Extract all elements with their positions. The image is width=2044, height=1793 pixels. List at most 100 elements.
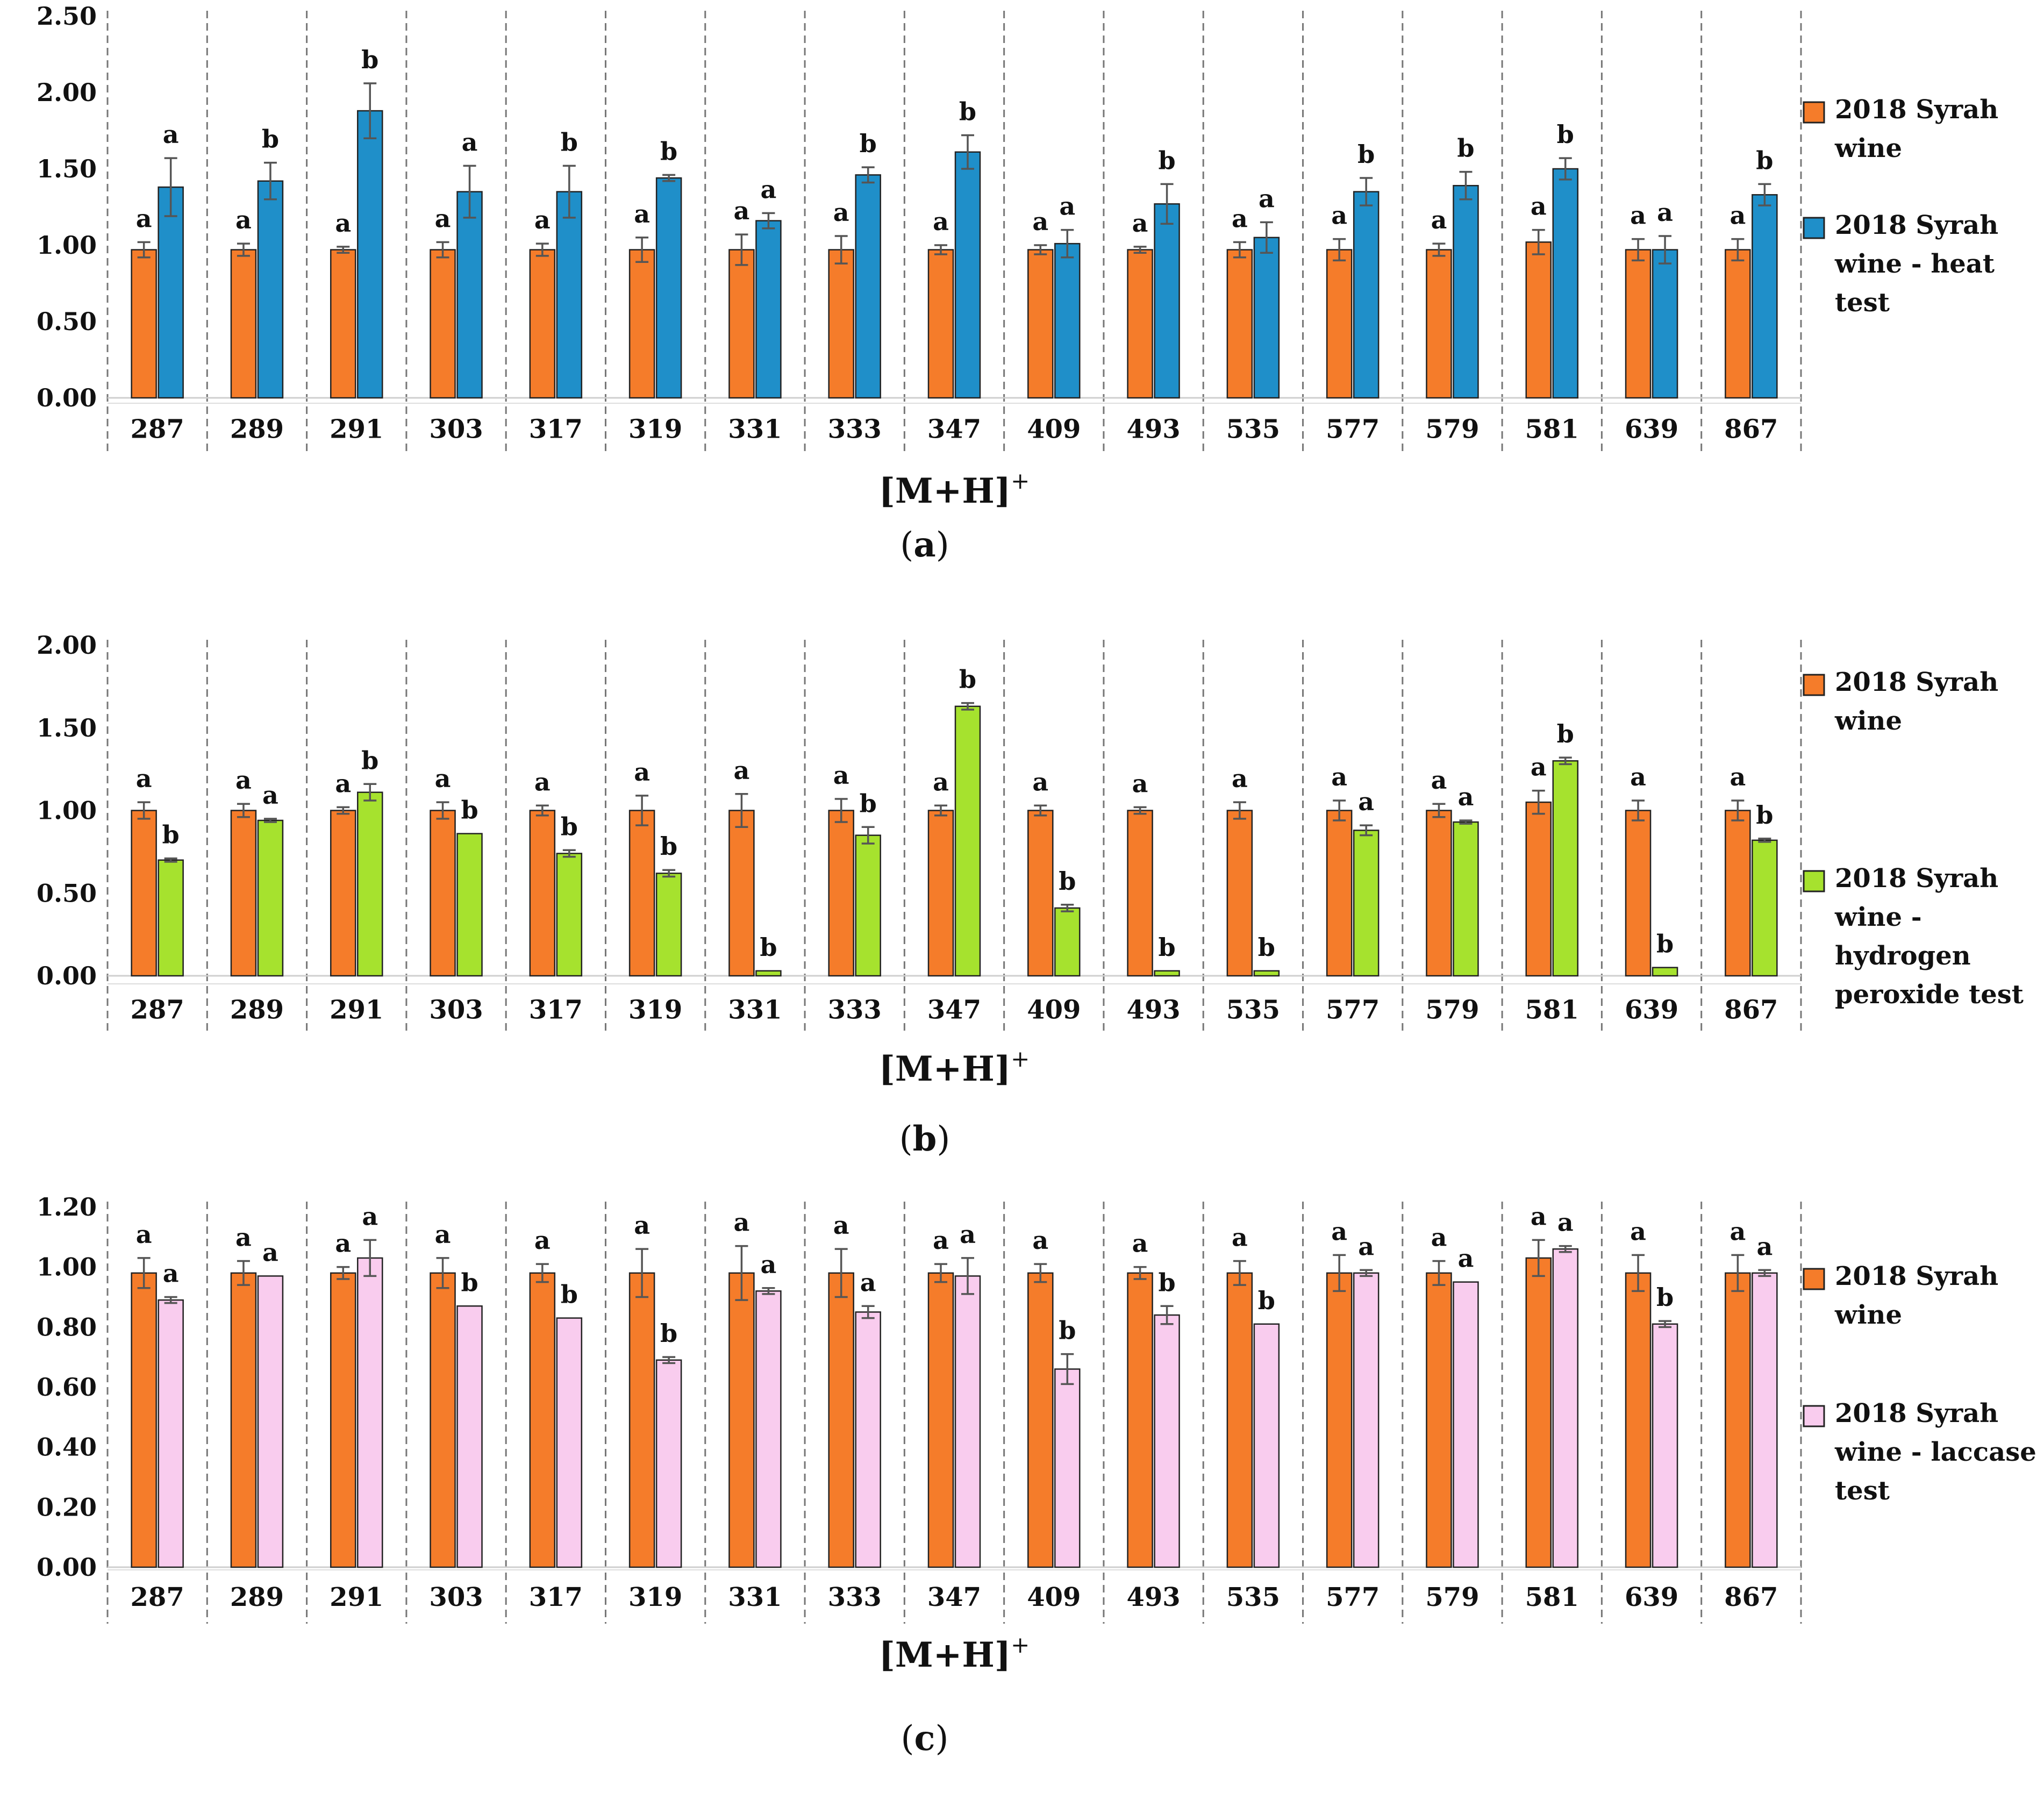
legend-label: wine xyxy=(1834,133,1902,163)
significance-letter: a xyxy=(335,209,351,238)
bar-test xyxy=(1752,839,1778,977)
bar-control xyxy=(330,810,356,977)
x-tick-label: 639 xyxy=(1625,995,1678,1025)
significance-letter: b xyxy=(561,127,578,156)
x-tick-label: 577 xyxy=(1326,415,1380,445)
bar-control xyxy=(430,1272,456,1568)
bar-control xyxy=(131,249,157,399)
significance-letter: b xyxy=(1059,1316,1076,1345)
panel-a: 0.000.501.001.502.002.50a a a a a a a a a a a a a a a a… xyxy=(37,2,1998,565)
bar-control xyxy=(728,249,755,399)
significance-letter: b xyxy=(1357,140,1375,169)
bar-test xyxy=(1552,760,1579,977)
significance-letter: a xyxy=(262,781,278,810)
legend-swatch xyxy=(1803,1268,1825,1290)
significance-letter: a xyxy=(1531,753,1547,782)
x-tick-label: 287 xyxy=(131,995,184,1025)
bar-control xyxy=(1027,810,1054,977)
bar-control xyxy=(1127,1272,1153,1568)
significance-letter: a xyxy=(634,1211,650,1240)
significance-letter: a xyxy=(1358,1232,1374,1261)
panel-b: 0.000.501.001.502.00a a a a a a a a a a a a a a a a abab… xyxy=(37,631,2024,1159)
x-axis-label-text: [M+H] xyxy=(879,1635,1011,1675)
significance-letter: a xyxy=(1259,184,1275,213)
x-tick-label: 331 xyxy=(728,1582,782,1612)
significance-letter: a xyxy=(435,1220,451,1249)
bar-control xyxy=(1426,1272,1452,1568)
x-tick-label: 493 xyxy=(1126,415,1180,445)
y-tick-label: 1.20 xyxy=(37,1192,97,1221)
significance-letter: b xyxy=(860,789,877,818)
legend-label: 2018 Syrah xyxy=(1835,1398,1998,1428)
y-tick-label: 1.50 xyxy=(37,154,97,183)
bar-test xyxy=(655,177,682,399)
significance-letter: a xyxy=(235,1223,252,1252)
x-tick-label: 289 xyxy=(230,1582,284,1612)
bar-test xyxy=(257,180,284,399)
significance-letter: b xyxy=(1756,801,1773,830)
significance-letter: b xyxy=(959,665,976,694)
x-tick-label: 535 xyxy=(1226,415,1280,445)
bar-control xyxy=(131,810,157,977)
significance-letter: a xyxy=(462,127,478,156)
bar-test xyxy=(456,833,483,977)
bar-test xyxy=(1353,191,1380,399)
bar-test xyxy=(1054,907,1081,977)
legend-label: wine - heat xyxy=(1834,249,1995,279)
x-tick-label: 287 xyxy=(131,415,184,445)
x-tick-label: 319 xyxy=(628,415,682,445)
bar-control xyxy=(230,1272,257,1568)
significance-letter: b xyxy=(1756,146,1773,175)
x-tick-label: 409 xyxy=(1027,1582,1081,1612)
x-tick-label: 347 xyxy=(927,415,981,445)
significance-letter: a xyxy=(534,767,551,796)
caption-letter: c xyxy=(914,1718,935,1759)
significance-letter: a xyxy=(1630,201,1646,230)
significance-letter: a xyxy=(1729,201,1746,230)
bar-control xyxy=(728,810,755,977)
x-tick-label: 317 xyxy=(529,415,583,445)
significance-letter: a xyxy=(933,767,949,796)
bar-test xyxy=(356,1257,383,1568)
significance-letter: a xyxy=(136,764,152,793)
significance-letter: b xyxy=(361,746,378,775)
significance-letter: a xyxy=(1531,192,1547,221)
bar-control xyxy=(330,249,356,399)
bar-test xyxy=(954,705,981,977)
significance-letter: a xyxy=(136,1220,152,1249)
legend-label: 2018 Syrah xyxy=(1835,210,1998,240)
bar-test xyxy=(356,110,383,399)
x-tick-label: 577 xyxy=(1326,1582,1380,1612)
x-tick-label: 319 xyxy=(628,1582,682,1612)
bar-control xyxy=(1326,810,1353,977)
x-axis-label-text: [M+H] xyxy=(879,1049,1011,1089)
legend-label: wine - xyxy=(1834,902,1922,932)
bar-test xyxy=(1652,967,1678,977)
legend-label: wine xyxy=(1834,1300,1902,1330)
bar-test xyxy=(755,220,782,399)
bar-control xyxy=(828,1272,854,1568)
x-tick-label: 409 xyxy=(1027,415,1081,445)
significance-letter: b xyxy=(561,812,578,841)
bar-test xyxy=(556,191,583,399)
bar-test xyxy=(1253,237,1280,399)
significance-letter: a xyxy=(163,120,179,149)
x-tick-label: 303 xyxy=(429,995,483,1025)
caption-letter: a xyxy=(913,525,935,565)
y-tick-label: 0.80 xyxy=(37,1312,97,1341)
significance-letter: b xyxy=(1457,134,1474,163)
bar-test xyxy=(1154,970,1180,977)
significance-letter: a xyxy=(1431,1223,1447,1252)
significance-letter: b xyxy=(660,832,677,861)
legend-label: wine - laccase xyxy=(1834,1437,2036,1467)
significance-letter: a xyxy=(1557,1208,1574,1237)
x-tick-label: 333 xyxy=(828,995,882,1025)
bar-control xyxy=(1426,810,1452,977)
bar-control xyxy=(1127,810,1153,977)
significance-letter: a xyxy=(362,1202,378,1231)
x-tick-label: 317 xyxy=(529,995,583,1025)
significance-letter: b xyxy=(461,796,478,825)
significance-letter: a xyxy=(335,769,351,798)
significance-letter: a xyxy=(534,1226,551,1255)
bar-control xyxy=(1226,1272,1253,1568)
